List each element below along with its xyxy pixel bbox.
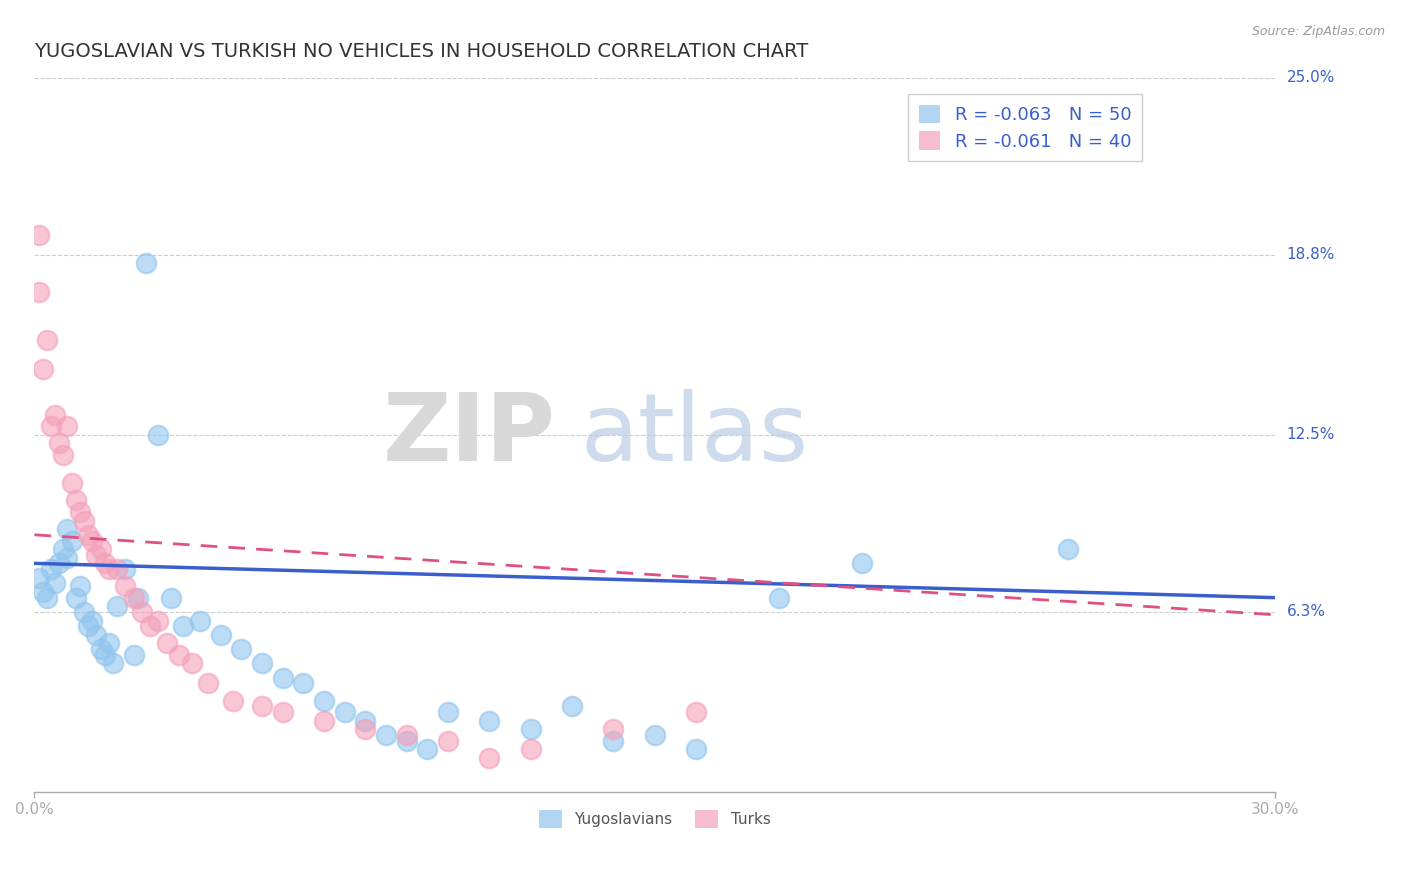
Point: [48, 557, 70, 571]
Point: [231, 642, 253, 657]
Point: [644, 728, 666, 742]
Point: [851, 557, 873, 571]
Point: [1057, 542, 1080, 557]
Point: [35, 334, 58, 348]
Point: [44, 576, 66, 591]
Point: [167, 648, 190, 662]
Point: [135, 256, 157, 270]
Point: [602, 722, 624, 736]
Point: [65, 493, 87, 508]
Point: [73, 514, 96, 528]
Text: 18.8%: 18.8%: [1286, 247, 1334, 262]
Point: [478, 714, 501, 728]
Point: [101, 657, 124, 671]
Point: [197, 676, 219, 690]
Point: [250, 699, 273, 714]
Point: [395, 733, 418, 747]
Point: [105, 562, 128, 576]
Point: [56, 550, 79, 565]
Point: [97, 636, 120, 650]
Point: [127, 591, 149, 605]
Text: ZIP: ZIP: [382, 389, 555, 481]
Text: 25.0%: 25.0%: [1286, 70, 1334, 85]
Point: [122, 591, 145, 605]
Point: [312, 714, 335, 728]
Point: [139, 619, 162, 633]
Point: [148, 427, 170, 442]
Point: [395, 728, 418, 742]
Point: [685, 742, 707, 756]
Point: [65, 591, 87, 605]
Point: [35, 591, 58, 605]
Point: [105, 599, 128, 614]
Point: [44, 408, 66, 422]
Point: [31, 585, 53, 599]
Point: [60, 476, 83, 491]
Text: 12.5%: 12.5%: [1286, 427, 1334, 442]
Text: YUGOSLAVIAN VS TURKISH NO VEHICLES IN HOUSEHOLD CORRELATION CHART: YUGOSLAVIAN VS TURKISH NO VEHICLES IN HO…: [34, 42, 808, 61]
Point: [86, 548, 108, 562]
Point: [56, 522, 79, 536]
Point: [156, 636, 179, 650]
Point: [93, 557, 115, 571]
Point: [375, 728, 398, 742]
Point: [122, 648, 145, 662]
Point: [77, 528, 100, 542]
Point: [209, 628, 232, 642]
Text: atlas: atlas: [581, 389, 808, 481]
Point: [561, 699, 583, 714]
Point: [60, 533, 83, 548]
Point: [333, 705, 356, 719]
Point: [602, 733, 624, 747]
Point: [354, 722, 377, 736]
Point: [685, 705, 707, 719]
Point: [39, 419, 62, 434]
Point: [292, 676, 315, 690]
Point: [188, 614, 211, 628]
Point: [27, 227, 49, 242]
Point: [39, 562, 62, 576]
Point: [416, 742, 439, 756]
Point: [271, 705, 294, 719]
Point: [52, 448, 75, 462]
Point: [73, 605, 96, 619]
Point: [222, 693, 245, 707]
Point: [48, 436, 70, 450]
Point: [27, 285, 49, 299]
Point: [172, 619, 194, 633]
Point: [180, 657, 202, 671]
Point: [93, 648, 115, 662]
Point: [52, 542, 75, 557]
Point: [478, 750, 501, 764]
Text: 6.3%: 6.3%: [1286, 605, 1326, 619]
Point: [114, 562, 136, 576]
Point: [90, 642, 112, 657]
Point: [768, 591, 790, 605]
Point: [148, 614, 170, 628]
Point: [90, 542, 112, 557]
Point: [437, 705, 460, 719]
Point: [114, 579, 136, 593]
Point: [56, 419, 79, 434]
Text: Source: ZipAtlas.com: Source: ZipAtlas.com: [1251, 25, 1385, 38]
Point: [160, 591, 183, 605]
Point: [437, 733, 460, 747]
Point: [31, 362, 53, 376]
Point: [131, 605, 153, 619]
Point: [86, 628, 108, 642]
Legend: Yugoslavians, Turks: Yugoslavians, Turks: [533, 804, 776, 834]
Point: [271, 671, 294, 685]
Point: [312, 693, 335, 707]
Point: [69, 579, 91, 593]
Point: [250, 657, 273, 671]
Point: [77, 619, 100, 633]
Point: [27, 571, 49, 585]
Point: [519, 722, 541, 736]
Point: [82, 533, 104, 548]
Point: [69, 505, 91, 519]
Point: [97, 562, 120, 576]
Point: [82, 614, 104, 628]
Point: [519, 742, 541, 756]
Point: [354, 714, 377, 728]
